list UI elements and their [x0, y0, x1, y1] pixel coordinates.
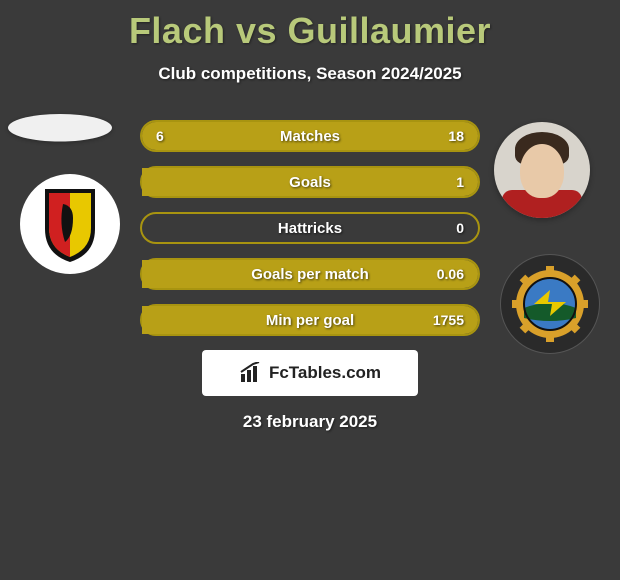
- date-label: 23 february 2025: [0, 412, 620, 432]
- stat-label: Goals per match: [251, 266, 369, 283]
- comparison-content: 6 Matches 18 Goals 1 Hattricks 0 Goals per matc…: [0, 114, 620, 432]
- player-right-avatar: [494, 122, 590, 218]
- stat-bar: Hattricks 0: [140, 212, 480, 244]
- club-right-gear-icon: [510, 264, 590, 344]
- club-left-badge: [20, 174, 120, 274]
- stat-fill-left: [142, 122, 226, 150]
- stat-bar: 6 Matches 18: [140, 120, 480, 152]
- club-left-shield-icon: [35, 184, 105, 264]
- stat-value-right: 1755: [433, 312, 464, 328]
- stat-fill-right: [226, 122, 478, 150]
- stat-value-right: 1: [456, 174, 464, 190]
- stats-bars: 6 Matches 18 Goals 1 Hattricks 0 Goals per matc…: [140, 114, 480, 336]
- player-left-avatar: [8, 114, 112, 142]
- subtitle: Club competitions, Season 2024/2025: [0, 64, 620, 84]
- stat-value-right: 18: [448, 128, 464, 144]
- stat-label: Hattricks: [278, 220, 342, 237]
- stat-bar: Min per goal 1755: [140, 304, 480, 336]
- stat-label: Min per goal: [266, 312, 354, 329]
- stat-value-left: 6: [156, 128, 164, 144]
- stat-label: Goals: [289, 174, 331, 191]
- club-right-badge: [500, 254, 600, 354]
- stat-bar: Goals 1: [140, 166, 480, 198]
- page-title: Flach vs Guillaumier: [0, 0, 620, 52]
- stat-bar: Goals per match 0.06: [140, 258, 480, 290]
- brand-box: FcTables.com: [202, 350, 418, 396]
- stat-value-right: 0: [456, 220, 464, 236]
- stat-label: Matches: [280, 128, 340, 145]
- stat-value-right: 0.06: [437, 266, 464, 282]
- brand-text: FcTables.com: [269, 363, 381, 383]
- chart-icon: [239, 362, 263, 384]
